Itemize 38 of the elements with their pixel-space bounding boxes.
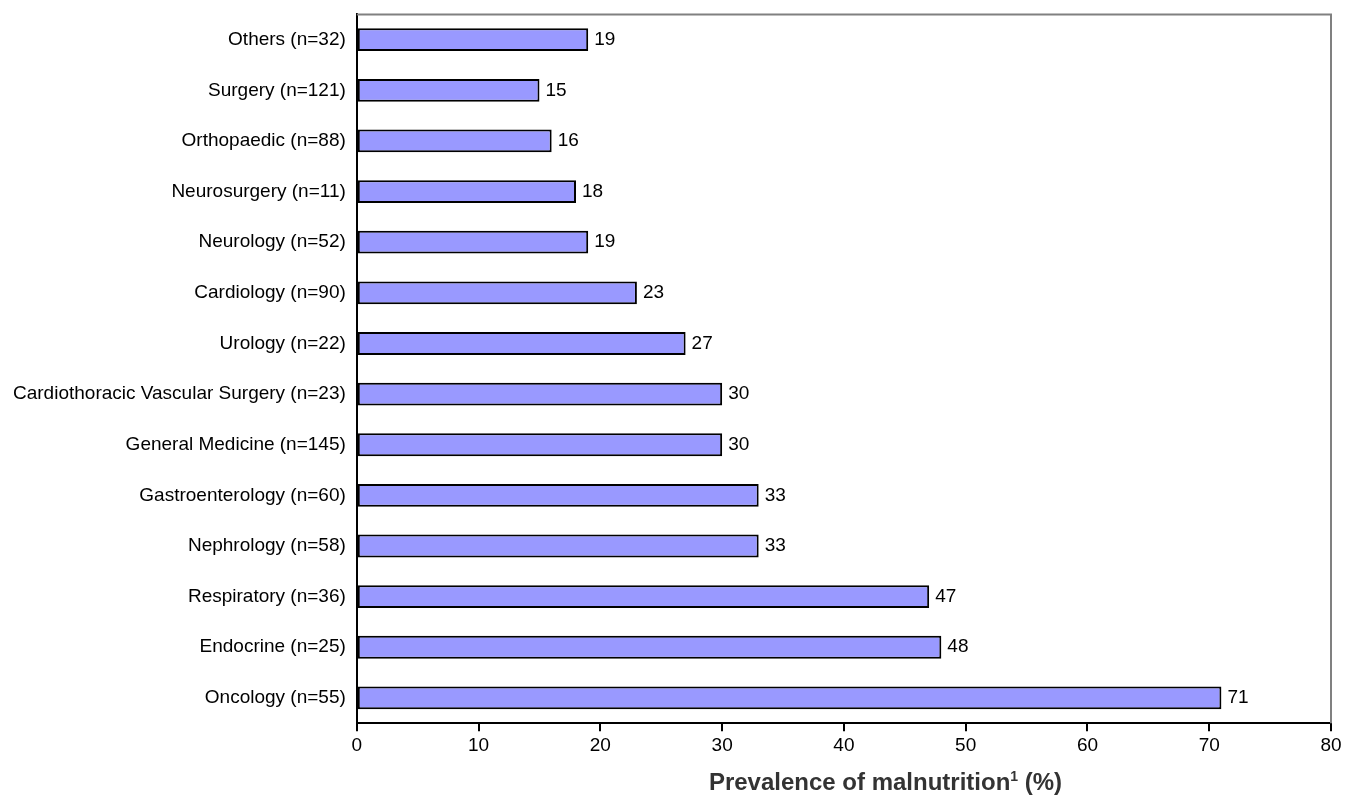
x-tick-label: 60: [1076, 733, 1099, 755]
y-tick-label: Endocrine (n=25): [199, 635, 346, 657]
x-tick-label: 20: [589, 733, 611, 755]
y-tick-label: Oncology (n=55): [204, 686, 346, 708]
y-tick-label: Cardiology (n=90): [194, 281, 346, 303]
y-tick-label: Neurology (n=52): [198, 230, 346, 252]
y-tick-label: Respiratory (n=36): [187, 584, 346, 606]
data-label: 19: [594, 230, 616, 252]
data-label: 71: [1227, 686, 1249, 708]
data-label: 33: [764, 534, 786, 556]
data-label: 30: [728, 432, 750, 454]
y-tick-label: Gastroenterology (n=60): [139, 483, 346, 505]
data-label: 30: [728, 382, 750, 404]
x-tick-label: 0: [351, 733, 363, 755]
data-label: 15: [545, 78, 567, 100]
x-tick-label: 80: [1320, 733, 1342, 755]
y-tick-label: Orthopaedic (n=88): [181, 129, 346, 151]
y-tick-label: Surgery (n=121): [208, 78, 346, 100]
data-label: 47: [935, 584, 957, 606]
data-label: 16: [557, 129, 579, 151]
x-tick-label: 30: [711, 733, 733, 755]
x-axis-title: Prevalence of malnutrition$^{1}$ (%): [707, 768, 1064, 796]
data-label: 18: [582, 179, 604, 201]
y-tick-label: Others (n=32): [228, 27, 346, 49]
data-label: 48: [947, 635, 969, 657]
data-label: 19: [594, 27, 616, 49]
x-tick-label: 50: [955, 733, 977, 755]
x-tick-label: 10: [468, 733, 490, 755]
y-tick-label: Neurosurgery (n=11): [171, 179, 346, 201]
data-label: 27: [691, 331, 713, 353]
x-tick-label: 40: [833, 733, 855, 755]
y-tick-label: Urology (n=22): [219, 331, 346, 353]
y-tick-label: Nephrology (n=58): [187, 534, 346, 556]
data-label: 23: [642, 281, 665, 303]
y-tick-label: Cardiothoracic Vascular Surgery (n=23): [13, 382, 346, 404]
data-label: 33: [764, 483, 786, 505]
x-tick-label: 70: [1198, 733, 1220, 755]
y-tick-label: General Medicine (n=145): [125, 432, 346, 454]
